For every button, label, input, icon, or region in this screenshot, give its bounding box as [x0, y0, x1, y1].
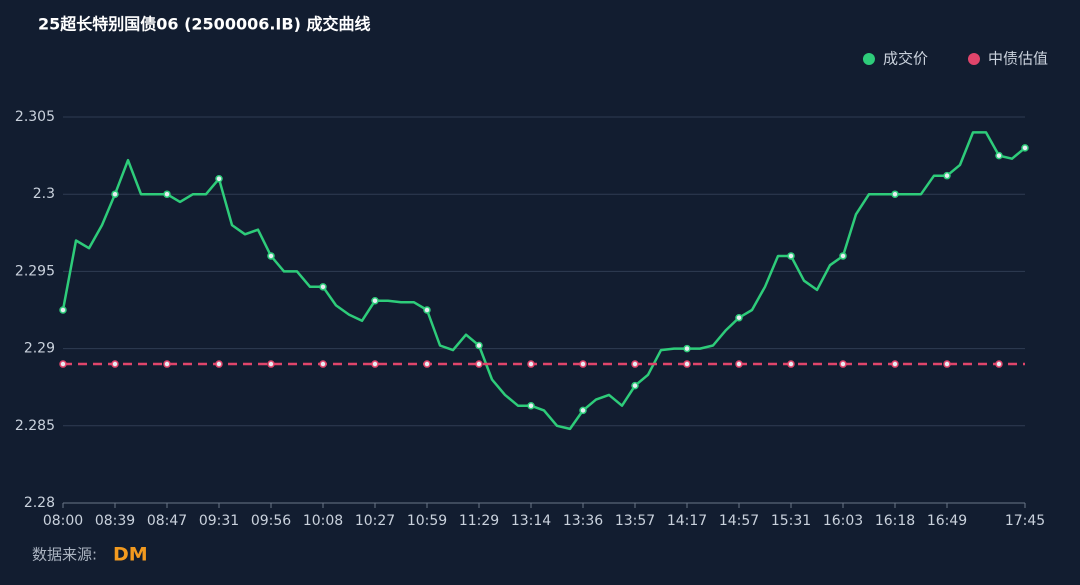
point-marker [995, 360, 1003, 368]
point-marker [787, 360, 795, 368]
series-line [61, 131, 1026, 431]
point-marker [371, 296, 379, 305]
point-marker [319, 283, 327, 291]
point-marker [683, 344, 691, 353]
point-marker [839, 360, 847, 368]
x-tick-label: 13:57 [615, 513, 655, 529]
x-tick-label: 11:29 [459, 513, 499, 529]
point-marker [735, 313, 743, 322]
point-marker [995, 151, 1003, 160]
legend-marker [967, 53, 980, 65]
point-marker [631, 360, 639, 368]
x-tick-label: 13:36 [563, 513, 603, 529]
point-marker [423, 306, 431, 314]
y-tick-label: 2.3 [33, 186, 55, 202]
point-marker [319, 360, 327, 368]
point-marker [683, 360, 691, 368]
y-tick-label: 2.285 [15, 418, 55, 434]
point-marker [59, 360, 67, 368]
point-marker [579, 406, 587, 415]
x-tick-label: 14:57 [719, 513, 759, 529]
y-tick-label: 2.29 [24, 341, 55, 357]
point-marker [163, 190, 171, 198]
x-tick-label: 10:59 [407, 513, 447, 529]
x-tick-label: 15:31 [771, 513, 811, 529]
point-marker [111, 190, 119, 198]
x-tick-label: 16:49 [927, 513, 967, 529]
point-marker [215, 175, 223, 183]
x-tick-label: 16:03 [823, 513, 863, 529]
point-marker [631, 381, 639, 390]
chart-title: 25超长特别国债06 (2500006.IB) 成交曲线 [38, 15, 370, 34]
legend-label: 中债估值 [988, 50, 1048, 68]
point-marker [215, 360, 223, 368]
point-marker [839, 252, 847, 260]
point-marker [891, 360, 899, 368]
source-label: 数据来源: [32, 546, 97, 564]
x-tick-label: 10:08 [303, 513, 343, 529]
source-logo: DM [113, 544, 148, 566]
legend-marker [862, 53, 875, 65]
x-tick-label: 13:14 [511, 513, 551, 529]
point-marker [943, 360, 951, 368]
point-marker [475, 360, 483, 368]
point-marker [527, 401, 535, 410]
point-marker [267, 252, 275, 260]
point-marker [943, 171, 951, 180]
point-marker [527, 360, 535, 368]
x-tick-label: 14:17 [667, 513, 707, 529]
point-marker [735, 360, 743, 368]
x-tick-label: 09:31 [199, 513, 239, 529]
point-marker [787, 252, 795, 260]
y-tick-label: 2.295 [15, 263, 55, 279]
x-tick-label: 16:18 [875, 513, 915, 529]
point-marker [423, 360, 431, 368]
x-tick-label: 09:56 [251, 513, 291, 529]
x-tick-label: 10:27 [355, 513, 395, 529]
point-marker [579, 360, 587, 368]
y-tick-label: 2.28 [24, 495, 55, 511]
x-tick-label: 17:45 [1005, 513, 1045, 529]
x-tick-label: 08:39 [95, 513, 135, 529]
x-tick-label: 08:47 [147, 513, 187, 529]
point-marker [371, 360, 379, 368]
point-marker [1021, 144, 1029, 152]
point-marker [267, 360, 275, 368]
point-marker [891, 190, 899, 198]
point-marker [111, 360, 119, 368]
point-marker [163, 360, 171, 368]
x-tick-label: 08:00 [43, 513, 83, 529]
legend-label: 成交价 [883, 50, 928, 68]
point-marker [475, 341, 483, 350]
y-tick-label: 2.305 [15, 109, 55, 125]
point-marker [59, 306, 67, 314]
